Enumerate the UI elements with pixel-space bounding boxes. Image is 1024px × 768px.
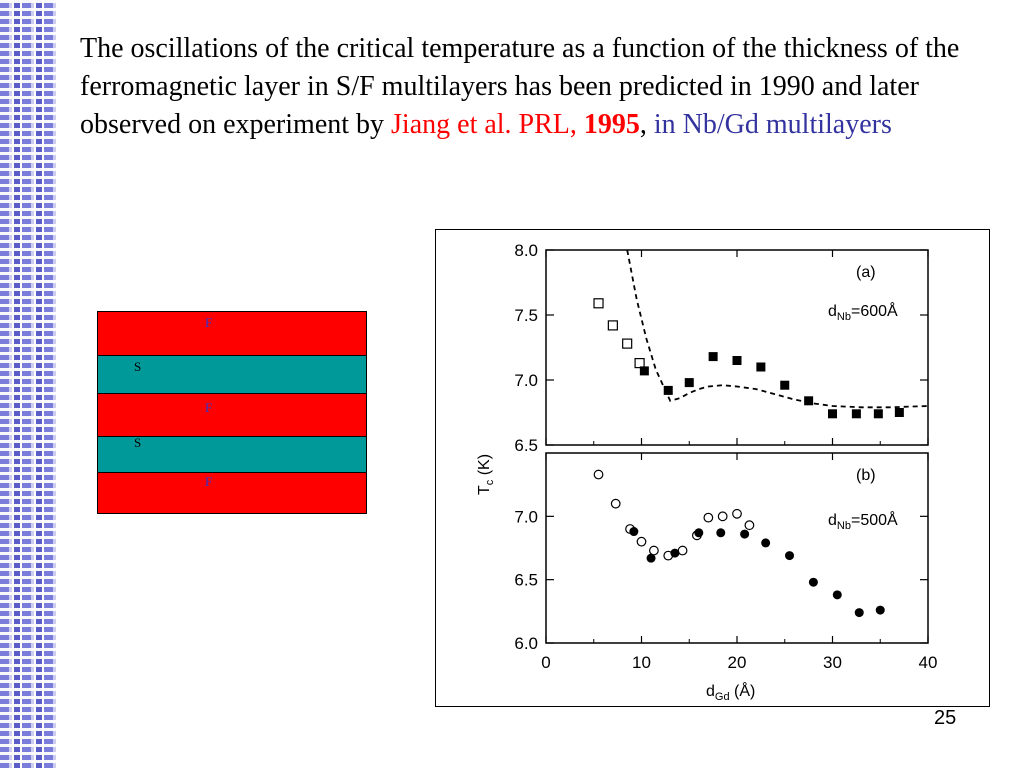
layer-label: F (205, 474, 213, 489)
y-tick-label: 6.5 (514, 436, 538, 455)
filled-circle-point (808, 577, 818, 587)
citation-authors: Jiang et al. PRL, (391, 109, 584, 140)
filled-square-point (756, 362, 766, 372)
filled-square-point (684, 378, 694, 388)
ferromagnet-layer: F (98, 472, 366, 513)
filled-circle-point (854, 608, 864, 618)
open-circle-point (677, 545, 688, 556)
filled-circle-point (670, 548, 680, 558)
text-comma: , (639, 109, 654, 140)
superconductor-layer: S (98, 435, 366, 472)
y-tick-label: 6.5 (514, 571, 538, 590)
x-tick-label: 40 (919, 653, 938, 672)
tc-chart: 6.5 7.0 7.5 8.0 (a) dNb=600Å 6.0 6.5 7.0 (b) dNb=5… (476, 241, 938, 703)
filled-circle-point (716, 528, 726, 538)
filled-square-point (804, 396, 814, 406)
panel-annotation: dNb=500Å (828, 510, 898, 532)
filled-square-point (894, 408, 904, 417)
open-circle-point (732, 508, 742, 519)
filled-square-point (780, 380, 790, 390)
citation-year: 1995 (583, 109, 640, 140)
filled-square-point (851, 409, 861, 419)
tc-oscillation-figure: 6.5 7.0 7.5 8.0 (a) dNb=600Å 6.0 6.5 7.0 (b) dNb=5… (435, 229, 990, 707)
panel-label: (b) (856, 467, 876, 484)
y-tick-label: 7.0 (514, 371, 538, 390)
slide-body-text: The oscillations of the critical tempera… (80, 30, 980, 144)
layer-label: S (134, 435, 142, 450)
filled-circle-point (761, 538, 771, 548)
filled-square-point (732, 356, 742, 365)
open-circle-point (636, 536, 647, 547)
x-tick-label: 20 (728, 653, 747, 672)
ferromagnet-layer: F (98, 393, 366, 436)
multilayer-diagram: F S F S F (97, 311, 367, 514)
y-tick-label: 8.0 (514, 241, 538, 260)
body-text: The oscillations of the critical tempera… (80, 33, 960, 140)
open-circle-point (593, 469, 604, 480)
filled-circle-point (646, 553, 656, 563)
x-axis-label: dGd (Å) (706, 681, 755, 703)
x-tick-label: 10 (632, 653, 651, 672)
filled-circle-point (785, 551, 795, 561)
open-square-point (593, 298, 604, 309)
filled-square-point (873, 409, 883, 419)
y-axis-label: Tc (K) (476, 454, 496, 495)
open-circle-point (703, 512, 714, 523)
page-number: 25 (934, 707, 957, 729)
y-tick-label: 7.0 (514, 507, 538, 526)
filled-square-point (708, 352, 718, 362)
filled-circle-point (629, 527, 639, 537)
panel-label: (a) (856, 264, 876, 281)
open-circle-point (610, 498, 621, 509)
filled-square-point (639, 366, 649, 376)
y-tick-label: 7.5 (514, 306, 538, 325)
decorative-side-pattern (0, 0, 56, 768)
x-tick-label: 30 (823, 653, 842, 672)
filled-circle-point (740, 529, 750, 539)
filled-circle-point (694, 528, 704, 538)
layer-label: S (134, 359, 142, 374)
y-tick-label: 6.0 (514, 634, 538, 653)
filled-circle-point (832, 590, 842, 600)
filled-square-point (828, 409, 837, 419)
open-square-point (622, 338, 633, 349)
open-square-point (634, 358, 645, 369)
layer-label: F (205, 400, 213, 415)
theory-dashed-curve (626, 249, 929, 409)
open-circle-point (717, 511, 728, 522)
material-text: in Nb/Gd multilayers (653, 109, 892, 140)
filled-square-point (663, 385, 673, 395)
panel-annotation: dNb=600Å (828, 301, 898, 323)
x-tick-label: 0 (541, 653, 550, 672)
filled-circle-point (875, 605, 885, 615)
superconductor-layer: S (98, 355, 366, 393)
ferromagnet-layer: F (98, 312, 366, 355)
open-circle-point (649, 545, 659, 556)
open-square-point (607, 320, 618, 331)
open-circle-point (744, 520, 755, 531)
layer-label: F (205, 315, 213, 330)
